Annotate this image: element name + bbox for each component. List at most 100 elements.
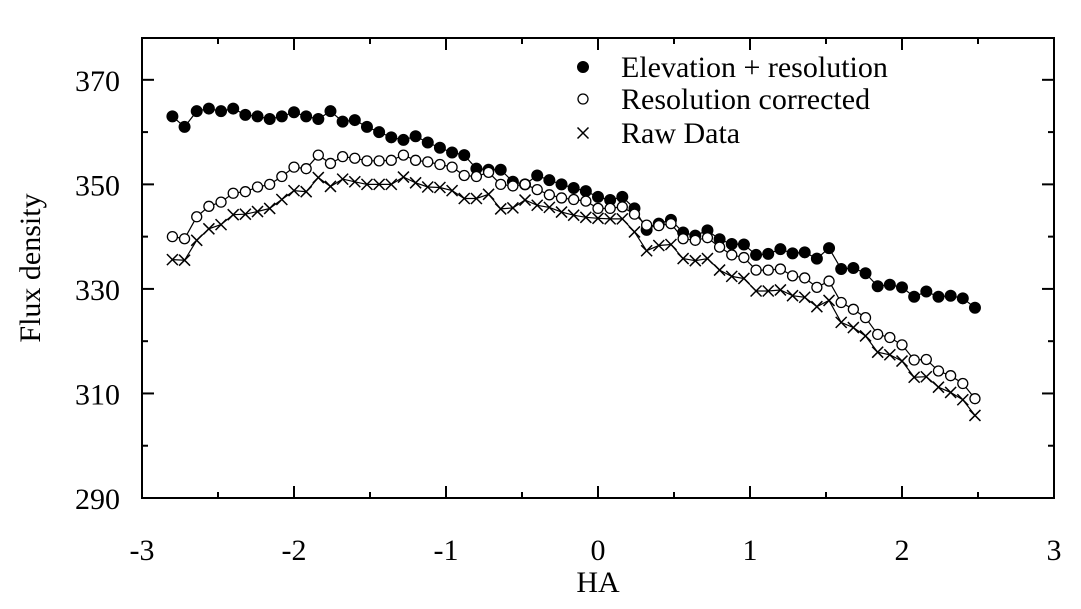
y-tick-label: 370 <box>75 65 120 98</box>
data-point <box>312 171 325 184</box>
data-point <box>568 193 580 206</box>
data-point <box>482 166 495 178</box>
data-point <box>872 328 884 341</box>
legend-marker <box>577 93 589 105</box>
data-point <box>957 377 969 390</box>
cross-stroke <box>470 192 483 205</box>
data-point <box>750 264 762 276</box>
data-point <box>689 254 702 267</box>
data-point <box>640 244 653 257</box>
cross-stroke <box>713 264 726 277</box>
data-point <box>677 252 690 265</box>
data-point <box>847 303 860 315</box>
x-tick-label: 3 <box>1047 534 1062 567</box>
cross-stroke <box>202 222 215 235</box>
series-layer <box>166 102 981 422</box>
data-point <box>166 110 179 123</box>
data-point <box>166 253 179 266</box>
data-point <box>628 208 641 220</box>
data-point <box>348 114 361 127</box>
cross-stroke <box>373 178 386 191</box>
cross-stroke <box>810 300 823 313</box>
cross-stroke <box>385 178 398 191</box>
data-point <box>458 149 471 162</box>
series-line <box>172 176 976 416</box>
data-point <box>616 190 629 203</box>
data-point <box>336 115 349 128</box>
data-point <box>433 181 446 194</box>
data-point <box>336 151 349 163</box>
cross-stroke <box>652 239 665 252</box>
data-point <box>616 212 629 225</box>
data-point <box>360 120 373 133</box>
data-point <box>373 155 385 167</box>
data-point <box>884 331 896 344</box>
data-point <box>835 296 847 309</box>
cross-stroke <box>324 180 337 193</box>
data-point <box>227 102 240 115</box>
y-axis-title: Flux density <box>14 193 47 342</box>
data-point <box>859 267 872 280</box>
legend-label: Resolution corrected <box>621 83 870 116</box>
data-point <box>264 178 276 191</box>
cross-stroke <box>227 208 240 221</box>
cross-stroke <box>677 252 690 265</box>
data-point <box>495 178 507 191</box>
cross-stroke <box>664 238 677 251</box>
y-tick-label: 310 <box>75 378 120 411</box>
data-point <box>409 176 422 189</box>
data-point <box>288 161 300 173</box>
data-point <box>895 355 909 368</box>
data-point <box>190 105 203 118</box>
data-point <box>616 201 628 213</box>
y-tick-label: 330 <box>75 274 120 307</box>
data-point <box>737 238 750 251</box>
data-point <box>202 102 215 115</box>
data-point <box>786 270 799 282</box>
data-point <box>215 196 227 208</box>
data-point <box>896 339 908 351</box>
cross-stroke <box>883 348 896 361</box>
cross-stroke <box>895 355 909 368</box>
data-point <box>664 238 677 251</box>
data-point <box>506 201 519 214</box>
data-point <box>944 386 957 399</box>
data-point <box>300 163 312 175</box>
data-point <box>811 281 823 293</box>
x-tick-label: 1 <box>743 534 758 567</box>
legend-label: Elevation + resolution <box>621 51 888 84</box>
cross-stroke <box>725 270 738 283</box>
data-point <box>531 199 544 212</box>
data-point <box>738 251 750 264</box>
data-point <box>713 241 726 253</box>
data-point <box>458 192 471 205</box>
data-point <box>507 180 519 192</box>
axis-ticks <box>141 38 1055 499</box>
data-point <box>385 154 397 166</box>
cross-stroke <box>239 208 252 221</box>
data-point <box>543 189 556 201</box>
data-point <box>798 246 811 259</box>
cross-stroke <box>786 289 799 302</box>
data-point <box>202 222 215 235</box>
data-point <box>932 290 945 303</box>
data-point <box>373 178 386 191</box>
data-point <box>567 182 580 195</box>
data-point <box>883 348 896 361</box>
cross-stroke <box>482 188 495 201</box>
cross-stroke <box>458 192 471 205</box>
cross-stroke <box>920 370 933 383</box>
data-point <box>227 208 240 221</box>
cross-stroke <box>263 202 276 215</box>
data-point <box>397 133 410 146</box>
data-point <box>239 186 252 198</box>
data-point <box>969 393 981 405</box>
cross-stroke <box>287 184 301 197</box>
data-point <box>361 155 373 167</box>
data-point <box>579 185 592 198</box>
series-line <box>172 107 976 309</box>
data-point <box>349 152 361 164</box>
cross-stroke <box>300 185 313 198</box>
data-point <box>944 370 957 382</box>
